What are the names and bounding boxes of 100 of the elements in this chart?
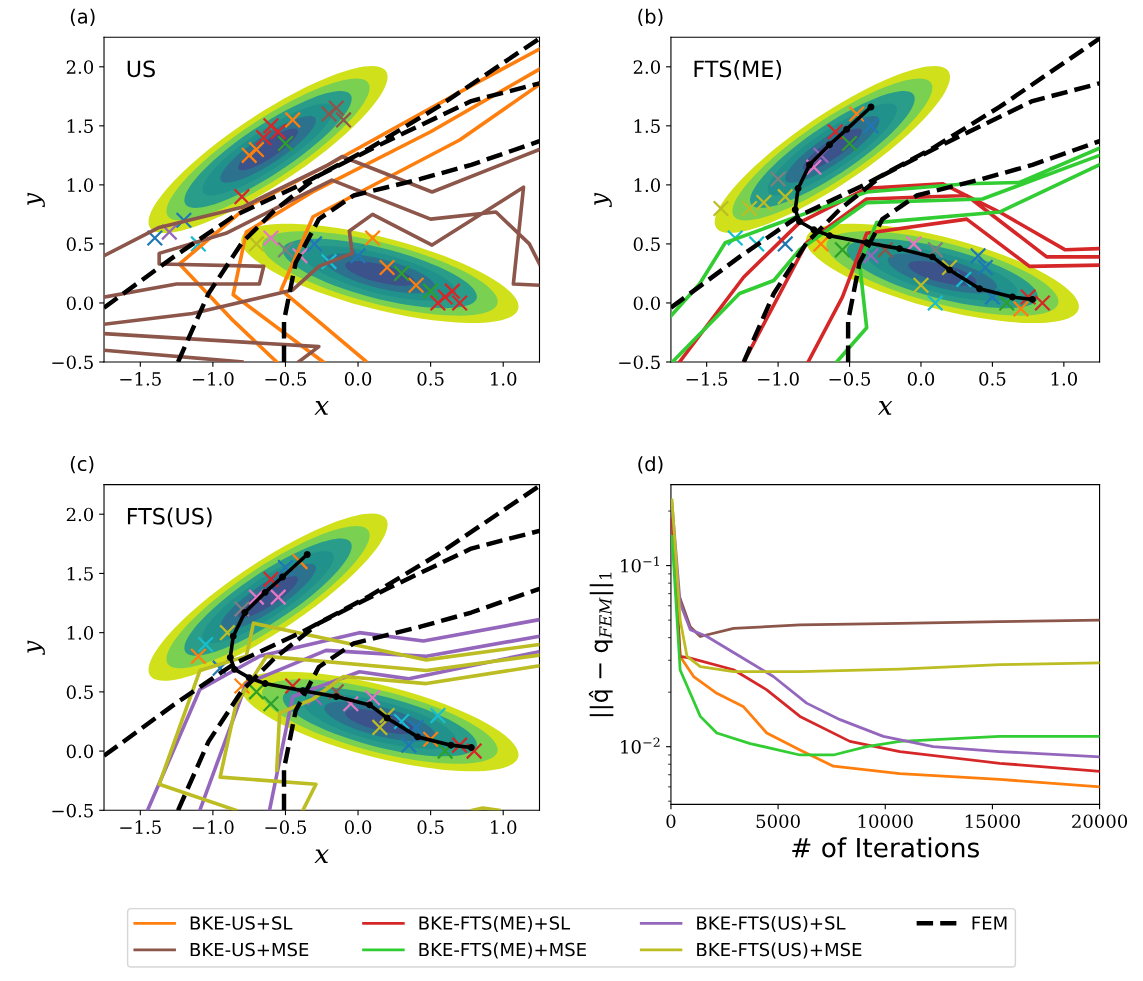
point: [383, 714, 391, 722]
legend-label: BKE-US+SL: [190, 916, 293, 930]
point: [407, 719, 425, 736]
point: [976, 259, 994, 276]
x-tick-label: 1.0: [491, 372, 517, 386]
x-tick-label: 20000: [1072, 814, 1128, 829]
point: [422, 730, 440, 748]
point: [269, 123, 287, 141]
y-tick-label: −0.5: [52, 803, 93, 818]
x-tick-label: 1.0: [1051, 372, 1078, 386]
point: [969, 247, 987, 265]
point: [794, 184, 802, 192]
point: [926, 294, 944, 312]
annotation: FTS(ME): [694, 60, 782, 80]
chart-title: (d): [638, 456, 663, 474]
y-tick-label: −0.5: [619, 355, 660, 370]
point: [306, 235, 323, 253]
point: [1034, 294, 1051, 312]
point: [805, 158, 823, 176]
point: [841, 135, 858, 152]
legend-label: BKE-US+MSE: [190, 942, 309, 957]
point: [320, 105, 338, 123]
point: [806, 161, 814, 169]
x-tick-label: −1.5: [686, 372, 728, 386]
point: [810, 226, 818, 234]
point: [791, 206, 799, 214]
y-axis-title: y: [594, 192, 612, 208]
point: [241, 609, 249, 616]
point: [262, 695, 280, 713]
annotation: FTS(US): [127, 507, 212, 528]
point: [848, 105, 866, 123]
point: [1012, 300, 1030, 318]
point: [366, 701, 374, 709]
point: [1028, 295, 1036, 303]
x-tick-label: 0.5: [417, 820, 444, 834]
point: [269, 588, 287, 606]
legend-label: BKE-FTS(US)+MSE: [697, 942, 862, 959]
point: [741, 200, 758, 217]
point: [1008, 293, 1016, 301]
point: [776, 235, 794, 253]
point: [834, 241, 851, 259]
y-axis-title: y: [27, 640, 45, 656]
y-tick-label: 2.0: [633, 60, 661, 74]
legend-label: FEM: [972, 916, 1007, 930]
point: [219, 624, 236, 642]
annotation: US: [127, 60, 155, 78]
point: [189, 647, 207, 665]
x-tick-label: −1.0: [192, 820, 234, 834]
legend-label: BKE-FTS(US)+SL: [697, 915, 846, 932]
x-tick-label: 0: [666, 814, 676, 829]
point: [867, 103, 875, 111]
x-tick-label: −1.5: [120, 372, 161, 386]
point: [451, 736, 469, 754]
x-axis-title: x: [877, 401, 893, 415]
y-tick-label: 0.5: [66, 237, 93, 252]
point: [248, 235, 265, 253]
point: [436, 288, 454, 306]
point: [262, 570, 280, 588]
point: [303, 551, 311, 558]
point: [240, 146, 258, 164]
y-axis-title: ||q̂ − q$_{FEM}$||$_{1}$: [588, 572, 614, 717]
point: [306, 689, 323, 707]
point: [400, 736, 418, 754]
point: [364, 689, 381, 707]
y-tick-label: 0.5: [633, 237, 660, 252]
point: [146, 229, 164, 247]
point: [255, 129, 273, 147]
point: [262, 229, 280, 247]
y-tick-label: 0.0: [66, 296, 94, 311]
y-tick-label: 10$^{−2}$: [621, 737, 660, 754]
point: [284, 111, 302, 129]
x-tick-label: 15000: [965, 814, 1020, 829]
point: [245, 674, 253, 682]
point: [896, 245, 904, 253]
point: [905, 235, 923, 253]
x-tick-label: −1.0: [192, 372, 234, 386]
point: [976, 285, 984, 293]
legend-label: BKE-FTS(ME)+MSE: [419, 942, 586, 959]
y-tick-label: 1.5: [67, 566, 93, 581]
point: [233, 677, 251, 695]
point: [342, 695, 360, 713]
x-tick-label: −0.5: [829, 372, 871, 386]
point: [414, 733, 422, 741]
point: [279, 573, 287, 581]
y-axis-title: y: [27, 192, 45, 208]
point: [160, 223, 178, 241]
point: [447, 741, 455, 749]
y-tick-label: 0.5: [66, 685, 93, 699]
point: [862, 247, 880, 265]
x-axis-title: x: [314, 401, 329, 415]
point: [467, 744, 475, 752]
y-tick-label: 1.0: [634, 178, 661, 192]
chart-title: (b): [638, 8, 663, 27]
x-tick-label: 0.0: [344, 372, 372, 386]
point: [393, 713, 410, 730]
point: [284, 677, 302, 695]
point: [946, 266, 954, 274]
point: [175, 211, 193, 229]
x-axis-title: # of Iterations: [792, 837, 979, 858]
point: [726, 229, 744, 247]
